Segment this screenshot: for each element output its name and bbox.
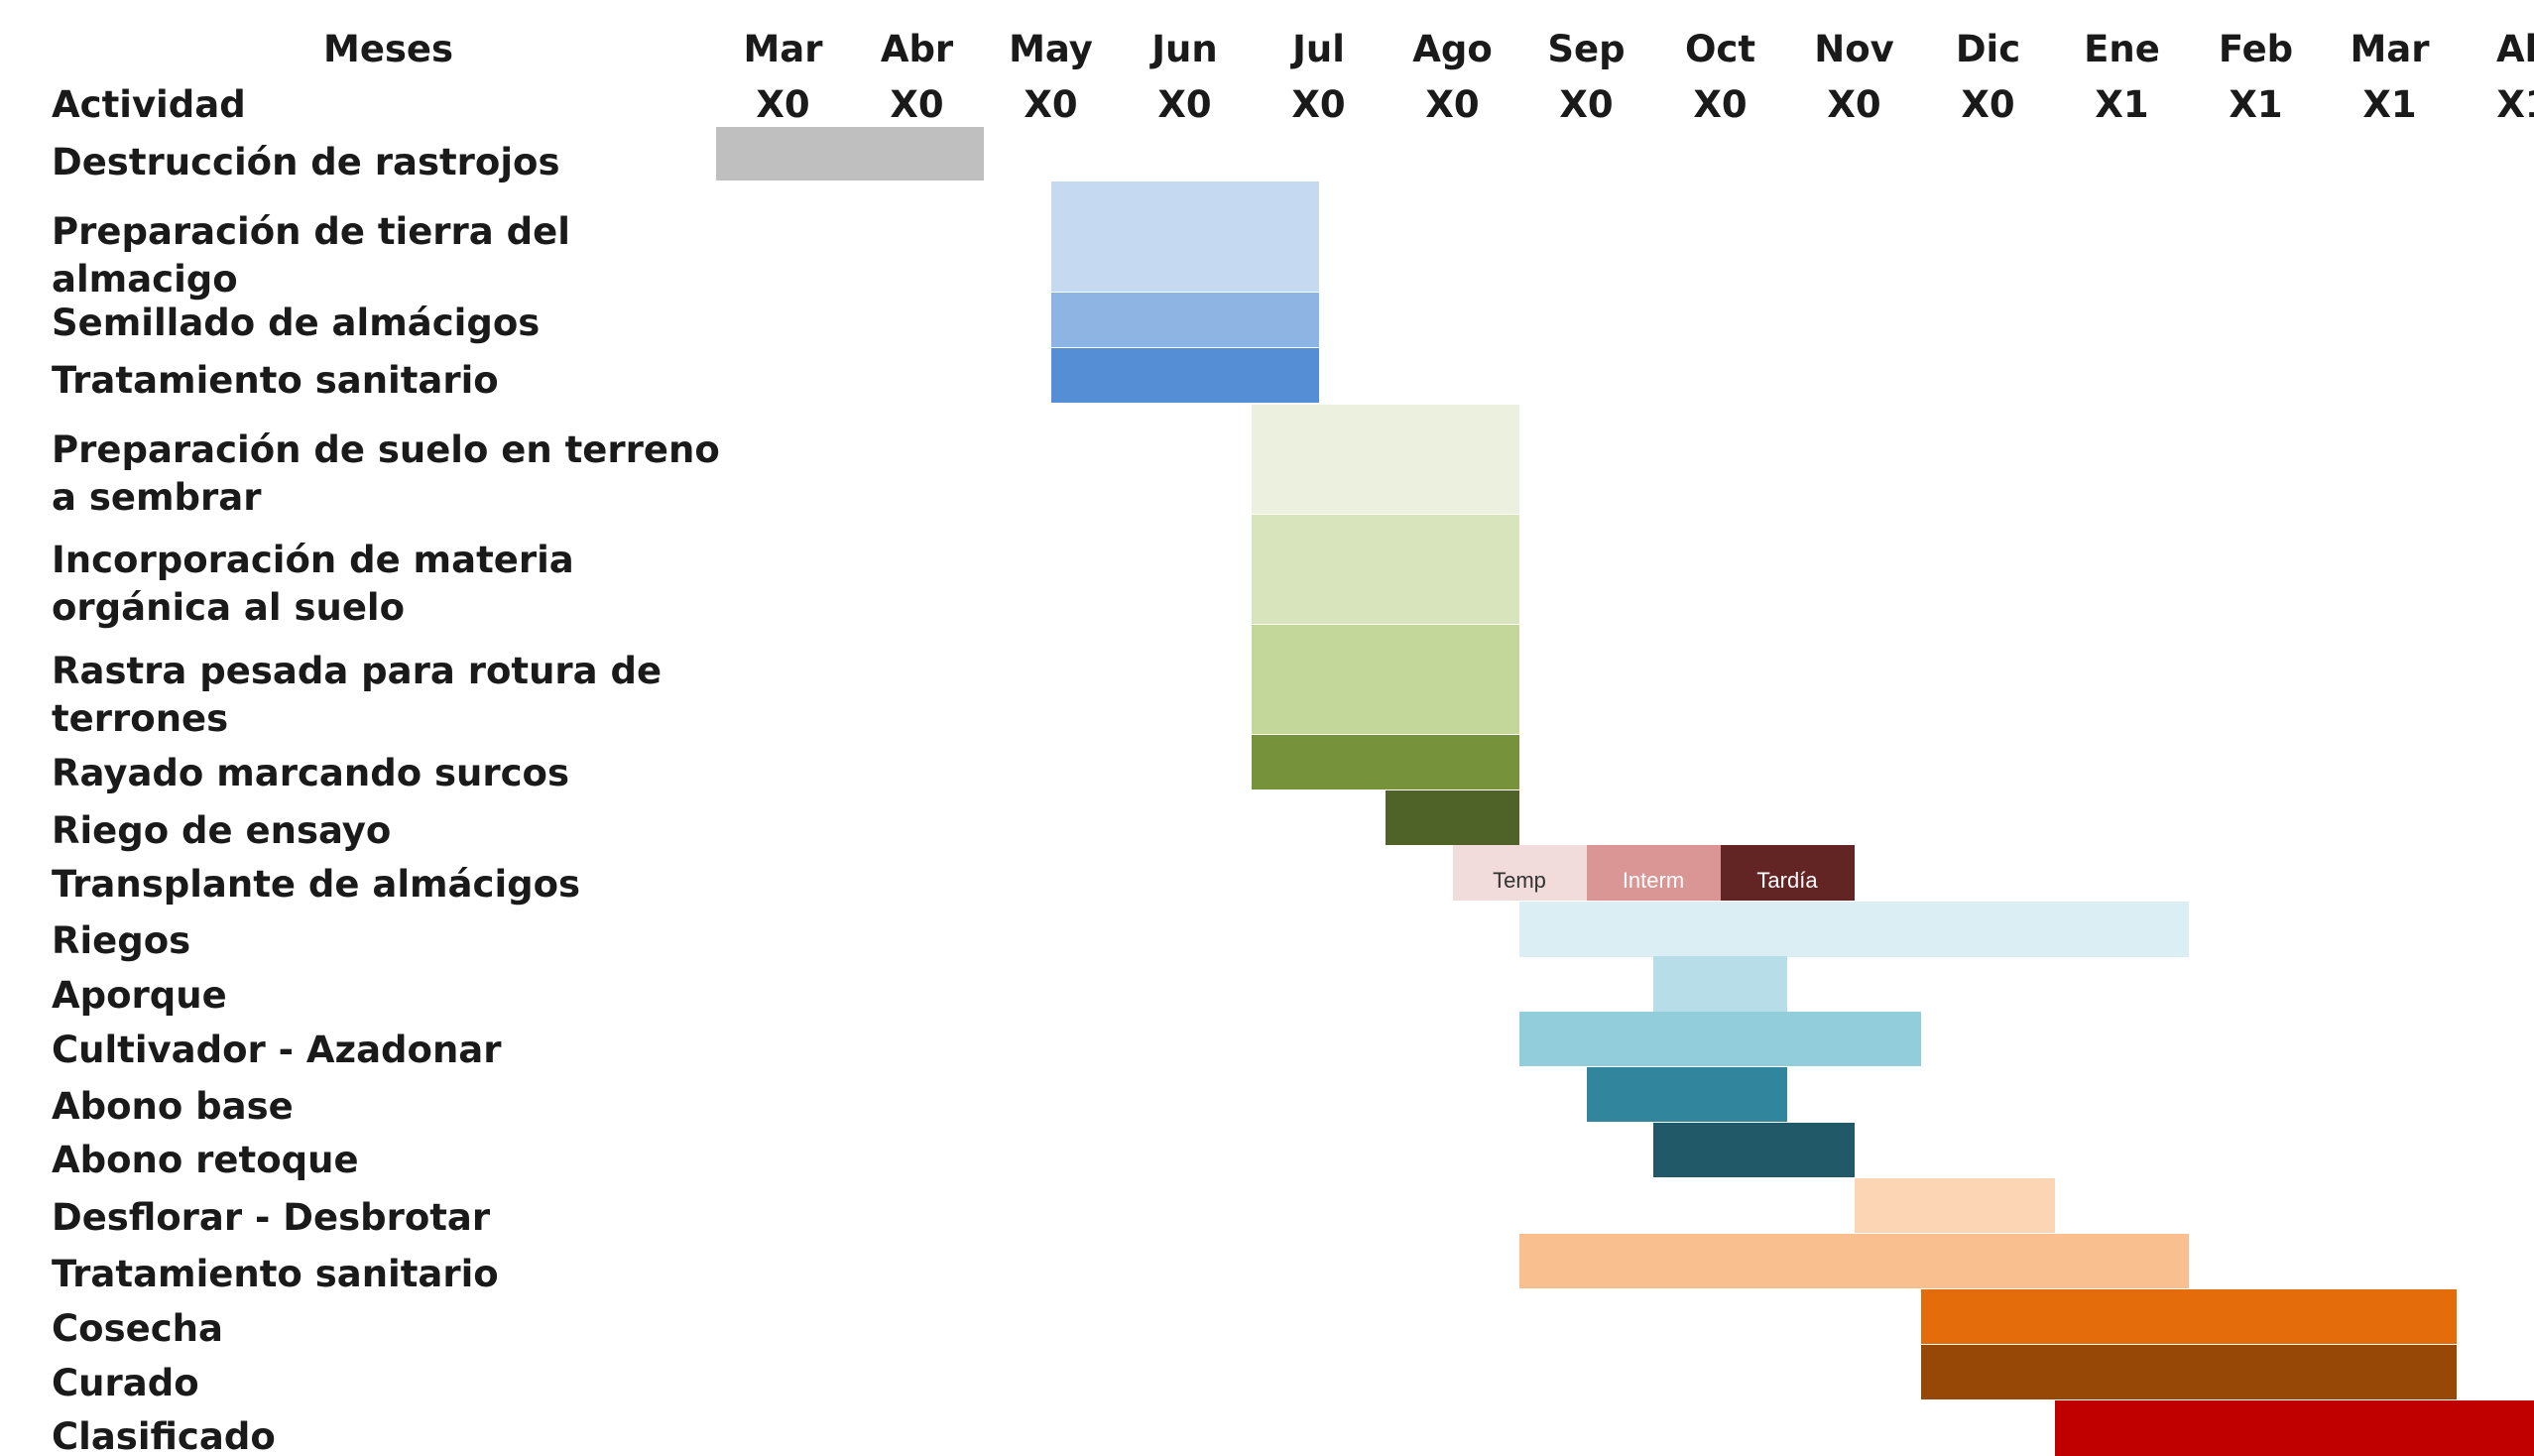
activity-label: Destrucción de rastrojos xyxy=(52,141,560,183)
month-label: May xyxy=(1009,28,1093,70)
month-label: Dic xyxy=(1955,28,2021,70)
month-label: Mar xyxy=(743,28,823,70)
activity-bar xyxy=(1252,515,1519,624)
year-label: X0 xyxy=(1961,83,2015,126)
activity-label: Desflorar - Desbrotar xyxy=(52,1196,491,1239)
activity-bar xyxy=(1586,845,1721,901)
year-label: X0 xyxy=(1559,83,1614,126)
activity-bar xyxy=(1519,1234,2189,1288)
activity-bar xyxy=(1653,1123,1855,1177)
activity-bar xyxy=(1050,182,1319,292)
year-label: X0 xyxy=(1157,83,1212,126)
activity-bar xyxy=(1653,956,1787,1012)
activity-label: Riegos xyxy=(52,919,191,962)
year-label: X0 xyxy=(1827,83,1881,126)
activity-label: Preparación de tierra del almacigo xyxy=(52,210,570,301)
month-label: Oct xyxy=(1684,28,1756,70)
month-label: Ago xyxy=(1412,28,1493,70)
month-label: Jul xyxy=(1292,28,1345,70)
activity-label: Riego de ensayo xyxy=(52,809,392,852)
activity-bar xyxy=(1519,1012,1921,1066)
year-label: X0 xyxy=(1425,83,1480,126)
bar-label: Tardía xyxy=(1756,868,1818,893)
month-label: Abr xyxy=(880,28,954,70)
activity-label: Semillado de almácigos xyxy=(52,302,541,344)
month-label: Ab xyxy=(2495,28,2534,70)
activity-bar xyxy=(1519,902,2189,957)
activity-bar xyxy=(1720,845,1855,901)
activity-label: Incorporación de materia orgánica al sue… xyxy=(52,539,574,629)
year-label: X0 xyxy=(1693,83,1748,126)
activity-bar xyxy=(1452,845,1587,901)
activity-bar xyxy=(1854,1178,2055,1233)
activity-label: Aporque xyxy=(52,974,227,1017)
activity-bar xyxy=(2055,1400,2534,1456)
month-label: Sep xyxy=(1547,28,1626,70)
year-label: X1 xyxy=(2095,83,2149,126)
activity-label: Cultivador - Azadonar xyxy=(52,1029,502,1071)
activity-header: Actividad xyxy=(52,83,246,126)
activity-label: Rastra pesada para rotura de terrones xyxy=(52,650,663,740)
year-label: X0 xyxy=(1291,83,1346,126)
activity-label: Curado xyxy=(52,1362,199,1404)
bar-label: Interm xyxy=(1622,868,1685,893)
activity-bar xyxy=(1586,1067,1787,1122)
activity-label: Rayado marcando surcos xyxy=(52,752,569,794)
activity-bar xyxy=(1050,348,1319,403)
year-label: X1 xyxy=(2496,83,2534,126)
activity-label: Transplante de almácigos xyxy=(52,863,581,906)
activity-label: Preparación de suelo en terreno a sembra… xyxy=(52,428,720,519)
activity-label: Tratamiento sanitario xyxy=(52,359,499,402)
month-label: Ene xyxy=(2084,28,2160,70)
activity-bar xyxy=(1050,293,1319,347)
bar-label: Temp xyxy=(1493,868,1546,893)
month-label: Mar xyxy=(2350,28,2430,70)
month-label: Jun xyxy=(1151,28,1218,70)
activity-bar xyxy=(716,127,984,181)
activity-bar xyxy=(1386,790,1519,845)
activity-label: Cosecha xyxy=(52,1307,223,1350)
month-label: Feb xyxy=(2218,28,2294,70)
activity-label: Abono retoque xyxy=(52,1139,359,1181)
year-label: X0 xyxy=(756,83,810,126)
year-label: X1 xyxy=(2362,83,2417,126)
activity-label: Abono base xyxy=(52,1085,294,1128)
activity-bar xyxy=(1921,1345,2457,1399)
activity-bar xyxy=(1252,405,1519,514)
activity-label: Tratamiento sanitario xyxy=(52,1253,499,1295)
activity-bar xyxy=(1252,735,1519,789)
activity-label: Clasificado xyxy=(52,1415,276,1456)
year-label: X0 xyxy=(890,83,944,126)
year-label: X0 xyxy=(1024,83,1078,126)
activity-bar xyxy=(1252,625,1519,734)
activity-bar xyxy=(1921,1289,2457,1344)
month-label: Nov xyxy=(1814,28,1894,70)
months-header: Meses xyxy=(323,28,454,70)
year-label: X1 xyxy=(2229,83,2283,126)
